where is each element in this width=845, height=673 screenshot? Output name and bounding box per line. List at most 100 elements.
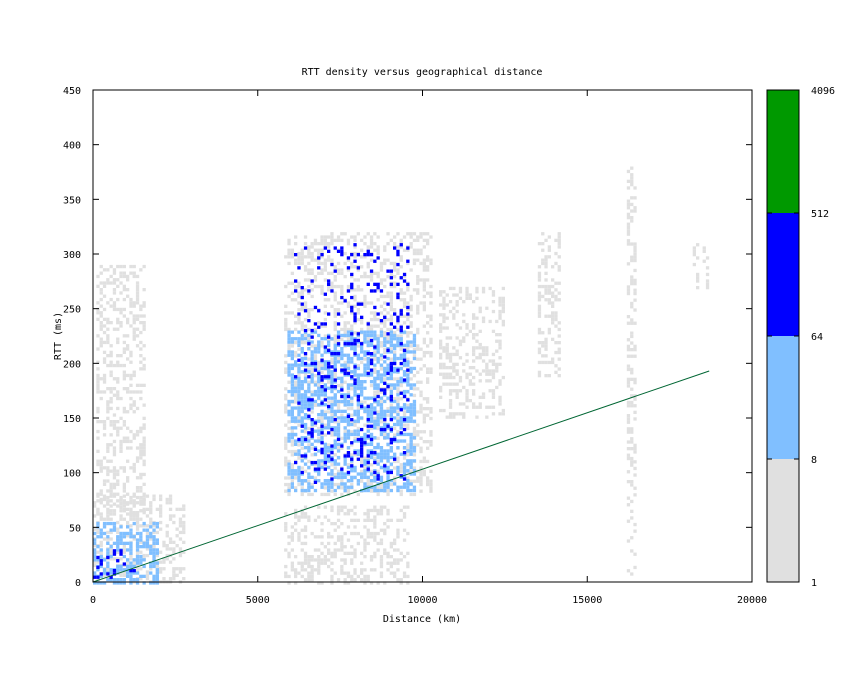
density-cell <box>327 548 331 552</box>
density-cell <box>313 330 318 334</box>
density-cell <box>373 305 377 310</box>
density-cell <box>300 541 304 546</box>
density-cell <box>557 238 561 242</box>
density-cell <box>346 574 351 579</box>
density-cell <box>330 357 334 361</box>
density-cell <box>389 322 393 326</box>
density-cell <box>106 537 110 541</box>
density-cell <box>383 413 387 417</box>
density-cell <box>360 248 364 252</box>
density-cell <box>336 416 341 420</box>
density-cell <box>106 340 110 345</box>
density-cell <box>310 335 314 339</box>
density-cell <box>369 327 374 332</box>
density-cell <box>139 340 143 345</box>
density-cell <box>343 558 347 562</box>
density-cell <box>396 232 400 236</box>
density-cell <box>340 301 344 305</box>
density-cell <box>426 459 430 464</box>
density-cell <box>369 424 374 428</box>
density-cell <box>409 479 413 483</box>
x-tick-label: 15000 <box>572 595 602 606</box>
density-cell <box>93 575 97 579</box>
density-cell <box>633 291 637 296</box>
density-cell <box>102 433 107 437</box>
density-cell <box>402 343 407 347</box>
density-cell <box>139 426 143 430</box>
density-cell <box>406 409 410 413</box>
density-cell <box>142 288 146 292</box>
density-cell <box>126 548 130 552</box>
density-cell <box>406 446 410 450</box>
density-cell <box>303 406 308 410</box>
density-cell <box>327 479 331 483</box>
density-cell <box>705 272 710 277</box>
density-cell <box>412 343 417 347</box>
density-cell <box>458 296 463 300</box>
density-cell <box>363 512 367 516</box>
density-cell <box>340 571 344 575</box>
density-cell <box>172 577 176 581</box>
density-cell <box>287 340 291 344</box>
density-cell <box>416 344 420 348</box>
density-cell <box>340 535 344 539</box>
density-cell <box>426 278 430 282</box>
density-cell <box>294 261 298 266</box>
density-cell <box>369 436 374 440</box>
density-cell <box>409 436 413 440</box>
density-cell <box>330 472 334 476</box>
density-cell <box>396 528 400 532</box>
density-cell <box>409 413 413 417</box>
density-cell <box>478 342 482 347</box>
density-cell <box>139 574 143 578</box>
density-cell <box>393 325 397 329</box>
density-cell <box>406 246 410 250</box>
density-cell <box>350 305 354 310</box>
density-cell <box>284 407 288 411</box>
density-cell <box>537 278 542 282</box>
density-cell <box>491 359 496 363</box>
density-cell <box>142 564 146 569</box>
density-cell <box>363 518 367 522</box>
density-cell <box>481 369 486 373</box>
density-cell <box>340 350 344 354</box>
density-cell <box>702 249 706 253</box>
density-cell <box>369 352 374 356</box>
density-cell <box>323 363 327 367</box>
density-cell <box>633 486 637 490</box>
density-cell <box>356 531 360 536</box>
density-cell <box>287 327 291 332</box>
density-cell <box>541 341 545 345</box>
density-cell <box>386 332 390 336</box>
density-cell <box>366 418 370 422</box>
colorbar-band <box>767 336 799 459</box>
density-cell <box>165 497 169 502</box>
density-cell <box>399 353 403 357</box>
density-cell <box>630 275 634 279</box>
density-cell <box>122 410 126 414</box>
density-cell <box>402 394 407 399</box>
density-cell <box>323 561 327 565</box>
density-cell <box>406 423 410 427</box>
density-cell <box>139 383 143 387</box>
density-cell <box>327 492 331 497</box>
density-cell <box>544 261 548 266</box>
density-cell <box>303 376 308 380</box>
density-cell <box>303 235 308 239</box>
density-cell <box>350 508 354 513</box>
density-cell <box>389 347 393 351</box>
density-cell <box>366 512 370 516</box>
density-cell <box>99 535 103 539</box>
density-cell <box>327 279 331 283</box>
density-cell <box>356 426 360 431</box>
density-cell <box>452 375 456 380</box>
density-cell <box>96 575 100 579</box>
density-cell <box>439 293 443 297</box>
density-cell <box>630 354 634 358</box>
density-cell <box>139 396 143 401</box>
density-cell <box>129 304 133 308</box>
density-cell <box>416 281 420 285</box>
density-cell <box>544 298 548 302</box>
density-cell <box>159 497 163 502</box>
density-cell <box>287 380 291 384</box>
